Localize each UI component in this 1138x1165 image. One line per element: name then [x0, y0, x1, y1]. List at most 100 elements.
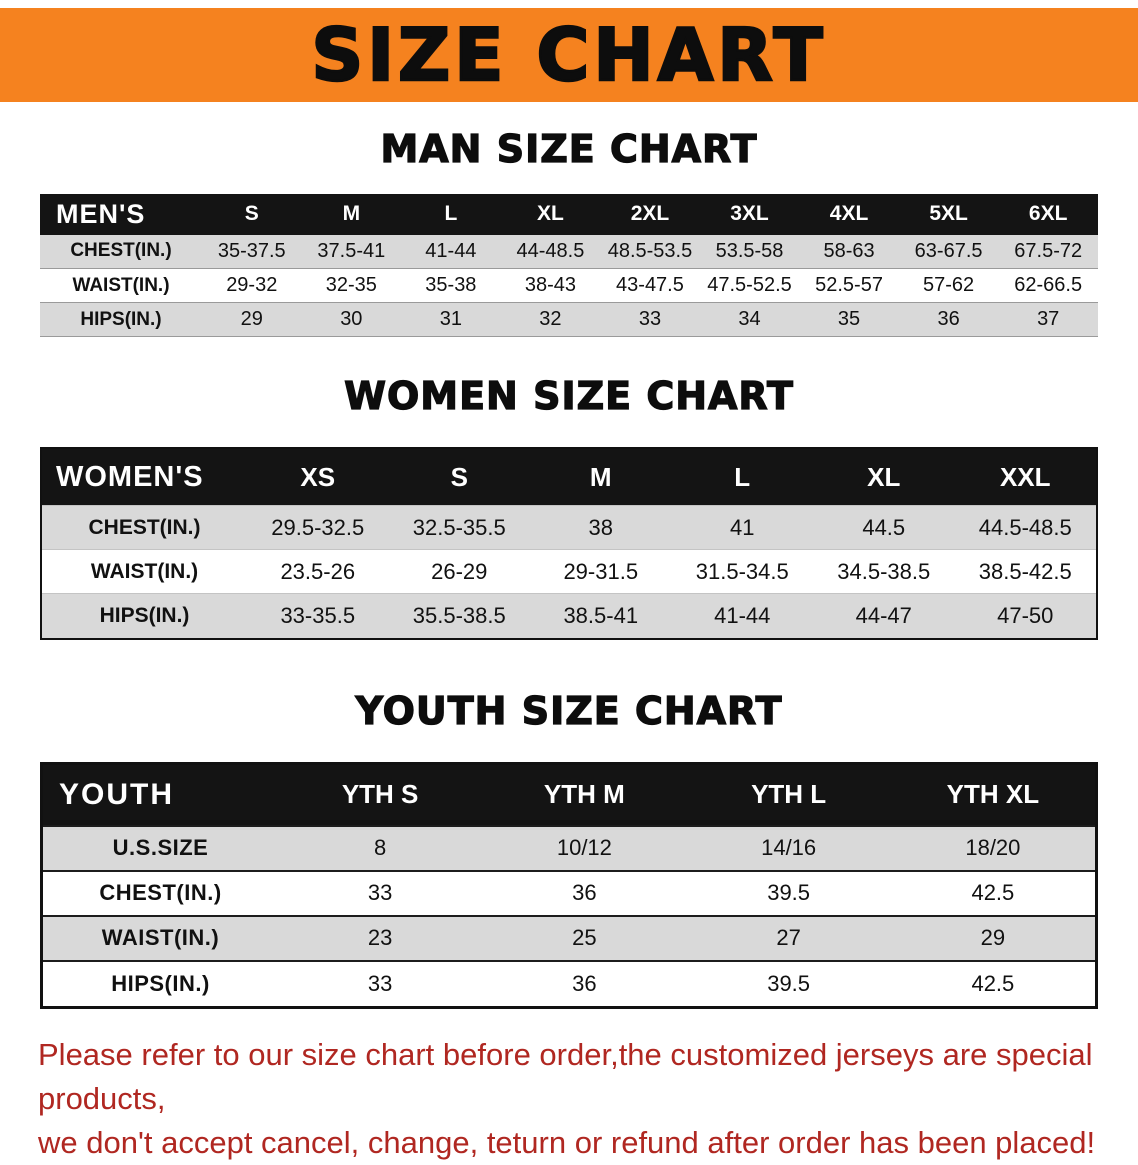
measurement-value: 35.5-38.5	[388, 593, 530, 638]
youth-size-table: YOUTH YTH S YTH M YTH L YTH XL U.S.SIZE 8 10/12…	[43, 764, 1095, 1006]
measurement-row: WAIST(IN.) 23.5-26 26-29 29-31.5 31.5-34.5 34…	[42, 549, 1096, 594]
womens-size-table: WOMEN'S XS S M L XL XXL CHEST(IN.) 29.5-32.5 32.5…	[42, 448, 1096, 638]
measurement-value: 38-43	[500, 268, 601, 304]
measurement-value: 44.5-48.5	[954, 505, 1096, 550]
measurement-label: CHEST(IN.)	[43, 869, 278, 916]
size-column-header: 4XL	[799, 193, 899, 235]
measurement-row: CHEST(IN.) 33 36 39.5 42.5	[43, 869, 1095, 916]
measurement-row: HIPS(IN.) 33 36 39.5 42.5	[43, 959, 1095, 1006]
measurement-value: 31	[401, 302, 501, 338]
measurement-value: 29-32	[202, 268, 302, 304]
measurement-value: 57-62	[898, 268, 999, 304]
measurement-value: 41-44	[401, 234, 501, 270]
measurement-value: 53.5-58	[699, 234, 800, 270]
measurement-value: 37	[998, 302, 1098, 338]
disclaimer-line-1: Please refer to our size chart before or…	[38, 1036, 1093, 1116]
measurement-label: CHEST(IN.)	[40, 234, 202, 270]
size-column-header: S	[202, 193, 302, 235]
size-column-header: 6XL	[998, 193, 1098, 235]
measurement-value: 41-44	[671, 593, 813, 638]
measurement-value: 37.5-41	[301, 234, 402, 270]
measurement-value: 43-47.5	[600, 268, 700, 304]
measurement-value: 67.5-72	[998, 234, 1098, 270]
measurement-value: 18/20	[890, 824, 1095, 871]
measurement-value: 44-47	[813, 593, 955, 638]
measurement-value: 36	[898, 302, 999, 338]
measurement-value: 38	[530, 505, 672, 550]
measurement-value: 29-31.5	[530, 549, 672, 594]
measurement-value: 35	[799, 302, 899, 338]
womens-table-label: WOMEN'S	[42, 448, 247, 506]
youth-size-heading: YOUTH SIZE CHART	[355, 688, 783, 734]
size-column-header: XXL	[954, 448, 1096, 506]
measurement-value: 47.5-52.5	[699, 268, 800, 304]
measurement-value: 39.5	[686, 959, 891, 1006]
measurement-value: 32.5-35.5	[388, 505, 530, 550]
measurement-value: 62-66.5	[998, 268, 1098, 304]
womens-header-row: WOMEN'S XS S M L XL XXL	[42, 448, 1096, 506]
measurement-value: 10/12	[482, 824, 687, 871]
measurement-value: 29.5-32.5	[247, 505, 389, 550]
size-column-header: YTH S	[278, 764, 483, 826]
measurement-value: 29	[890, 914, 1095, 961]
size-column-header: XS	[247, 448, 389, 506]
measurement-value: 32	[500, 302, 601, 338]
measurement-value: 31.5-34.5	[671, 549, 813, 594]
measurement-label: U.S.SIZE	[43, 824, 278, 871]
disclaimer-line-2: we don't accept cancel, change, teturn o…	[38, 1124, 1096, 1160]
measurement-row: U.S.SIZE 8 10/12 14/16 18/20	[43, 824, 1095, 871]
measurement-value: 23	[278, 914, 483, 961]
measurement-value: 36	[482, 869, 687, 916]
women-size-table-wrap: WOMEN'S XS S M L XL XXL CHEST(IN.) 29.5-32.5 32.5…	[40, 446, 1098, 640]
measurement-row: CHEST(IN.) 35-37.5 37.5-41 41-44 44-48.5 48.5…	[40, 234, 1098, 270]
measurement-label: WAIST(IN.)	[40, 268, 202, 304]
banner-title: SIZE CHART	[310, 13, 827, 97]
size-column-header: YTH M	[482, 764, 687, 826]
measurement-value: 27	[686, 914, 891, 961]
measurement-value: 8	[278, 824, 483, 871]
size-column-header: YTH XL	[890, 764, 1095, 826]
measurement-value: 44.5	[813, 505, 955, 550]
measurement-row: HIPS(IN.) 33-35.5 35.5-38.5 38.5-41 41-44 44-…	[42, 593, 1096, 638]
measurement-value: 25	[482, 914, 687, 961]
disclaimer: Please refer to our size chart before or…	[38, 1033, 1100, 1165]
youth-table-label: YOUTH	[43, 764, 278, 826]
size-column-header: XL	[500, 193, 601, 235]
measurement-label: WAIST(IN.)	[42, 549, 247, 594]
measurement-label: CHEST(IN.)	[42, 505, 247, 550]
measurement-value: 52.5-57	[799, 268, 899, 304]
measurement-value: 47-50	[954, 593, 1096, 638]
measurement-row: WAIST(IN.) 23 25 27 29	[43, 914, 1095, 961]
measurement-value: 44-48.5	[500, 234, 601, 270]
measurement-value: 29	[202, 302, 302, 338]
measurement-value: 39.5	[686, 869, 891, 916]
women-size-section: WOMEN SIZE CHART WOMEN'S XS S M L XL XXL CHEST(…	[0, 374, 1138, 640]
mens-header-row: MEN'S S M L XL 2XL 3XL 4XL 5XL 6XL	[40, 193, 1098, 235]
measurement-value: 48.5-53.5	[600, 234, 700, 270]
measurement-value: 33	[600, 302, 700, 338]
size-column-header: 2XL	[600, 193, 700, 235]
measurement-row: CHEST(IN.) 29.5-32.5 32.5-35.5 38 41 44.5 44.5…	[42, 505, 1096, 550]
measurement-value: 38.5-42.5	[954, 549, 1096, 594]
measurement-value: 33	[278, 869, 483, 916]
size-column-header: S	[388, 448, 530, 506]
measurement-value: 33-35.5	[247, 593, 389, 638]
measurement-value: 35-38	[401, 268, 501, 304]
mens-table-label: MEN'S	[40, 193, 202, 235]
measurement-value: 35-37.5	[202, 234, 302, 270]
measurement-value: 14/16	[686, 824, 891, 871]
measurement-value: 42.5	[890, 959, 1095, 1006]
measurement-value: 58-63	[799, 234, 899, 270]
size-column-header: YTH L	[686, 764, 891, 826]
measurement-value: 38.5-41	[530, 593, 672, 638]
measurement-value: 41	[671, 505, 813, 550]
measurement-row: WAIST(IN.) 29-32 32-35 35-38 38-43 43-47.5 47.…	[40, 268, 1098, 304]
size-column-header: XL	[813, 448, 955, 506]
measurement-value: 36	[482, 959, 687, 1006]
measurement-value: 30	[301, 302, 402, 338]
size-column-header: 3XL	[699, 193, 800, 235]
measurement-value: 42.5	[890, 869, 1095, 916]
measurement-value: 26-29	[388, 549, 530, 594]
youth-size-section: YOUTH SIZE CHART YOUTH YTH S YTH M YTH L YTH…	[0, 688, 1138, 1009]
measurement-value: 23.5-26	[247, 549, 389, 594]
